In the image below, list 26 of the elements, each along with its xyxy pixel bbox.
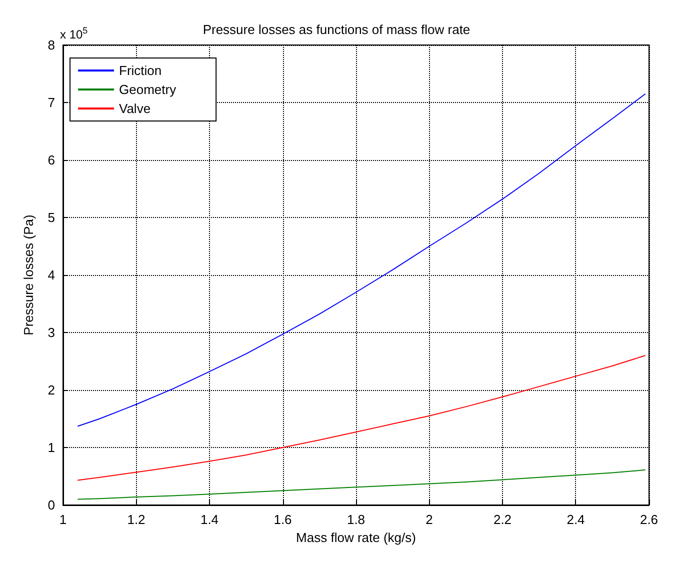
x-tick-label: 2.2 bbox=[493, 512, 512, 527]
x-tick-label: 1.4 bbox=[200, 512, 219, 527]
x-tick-label: 1.8 bbox=[346, 512, 366, 527]
x-tick-label: 1.2 bbox=[127, 512, 146, 527]
y-tick-label: 5 bbox=[48, 210, 55, 225]
x-tick-label: 2.6 bbox=[640, 512, 658, 527]
y-tick-label: 8 bbox=[48, 38, 55, 52]
y-axis-title: Pressure losses (Pa) bbox=[21, 214, 36, 336]
x-tick-label: 1 bbox=[59, 512, 67, 527]
y-tick-label: 1 bbox=[48, 440, 55, 455]
x-tick-label: 2 bbox=[426, 512, 433, 527]
y-tick-label: 4 bbox=[48, 268, 55, 282]
y-tick-label: 0 bbox=[48, 498, 55, 512]
y-tick-label: 3 bbox=[48, 325, 55, 340]
legend-label: Geometry bbox=[119, 82, 177, 97]
y-tick-label: 6 bbox=[48, 152, 55, 168]
y-tick-label: 2 bbox=[48, 382, 55, 398]
legend-label: Friction bbox=[119, 63, 162, 78]
line-series bbox=[77, 469, 646, 500]
y-tick-label: 7 bbox=[48, 95, 55, 110]
line-series bbox=[77, 355, 646, 481]
x-tick-label: 1.6 bbox=[274, 512, 292, 527]
x-axis-title: Mass flow rate (kg/s) bbox=[296, 530, 416, 545]
x-tick-label: 2.4 bbox=[566, 512, 585, 527]
legend-label: Valve bbox=[119, 101, 151, 116]
chart-title: Pressure losses as functions of mass flow rate bbox=[202, 22, 470, 37]
